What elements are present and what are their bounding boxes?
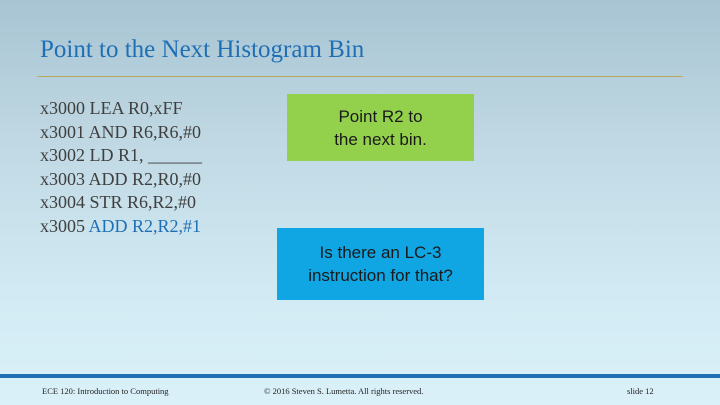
code-text: x3004 STR R6,R2,#0 bbox=[40, 192, 197, 212]
code-line: x3000 LEA R0,xFF bbox=[40, 97, 202, 121]
code-text: x3000 LEA R0,xFF bbox=[40, 98, 183, 118]
footer-course: ECE 120: Introduction to Computing bbox=[42, 386, 169, 396]
code-text: x3003 ADD R2,R0,#0 bbox=[40, 168, 202, 189]
code-line: x3005 ADD R2,R2,#1 bbox=[40, 215, 202, 239]
footer-bar bbox=[0, 374, 720, 378]
code-listing: x3000 LEA R0,xFF x3001 AND R6,R6,#0 x300… bbox=[40, 97, 202, 238]
code-highlight: ADD R2,R2,#1 bbox=[88, 215, 202, 236]
code-line: x3003 ADD R2,R0,#0 bbox=[40, 168, 202, 192]
code-line: x3001 AND R6,R6,#0 bbox=[40, 121, 202, 145]
code-text: x3005 bbox=[40, 215, 89, 236]
callout-lc3-question: Is there an LC-3 instruction for that? bbox=[277, 228, 484, 300]
callout-point-r2: Point R2 to the next bin. bbox=[287, 94, 474, 161]
code-text: x3002 LD R1, ______ bbox=[40, 145, 202, 165]
footer-copyright: © 2016 Steven S. Lumetta. All rights res… bbox=[264, 386, 424, 396]
code-line: x3002 LD R1, ______ bbox=[40, 144, 202, 168]
title-divider bbox=[37, 76, 683, 77]
footer-slide-number: slide 12 bbox=[627, 386, 654, 396]
code-text: x3001 AND R6,R6,#0 bbox=[40, 121, 202, 142]
code-line: x3004 STR R6,R2,#0 bbox=[40, 191, 202, 215]
slide-title: Point to the Next Histogram Bin bbox=[40, 36, 365, 63]
